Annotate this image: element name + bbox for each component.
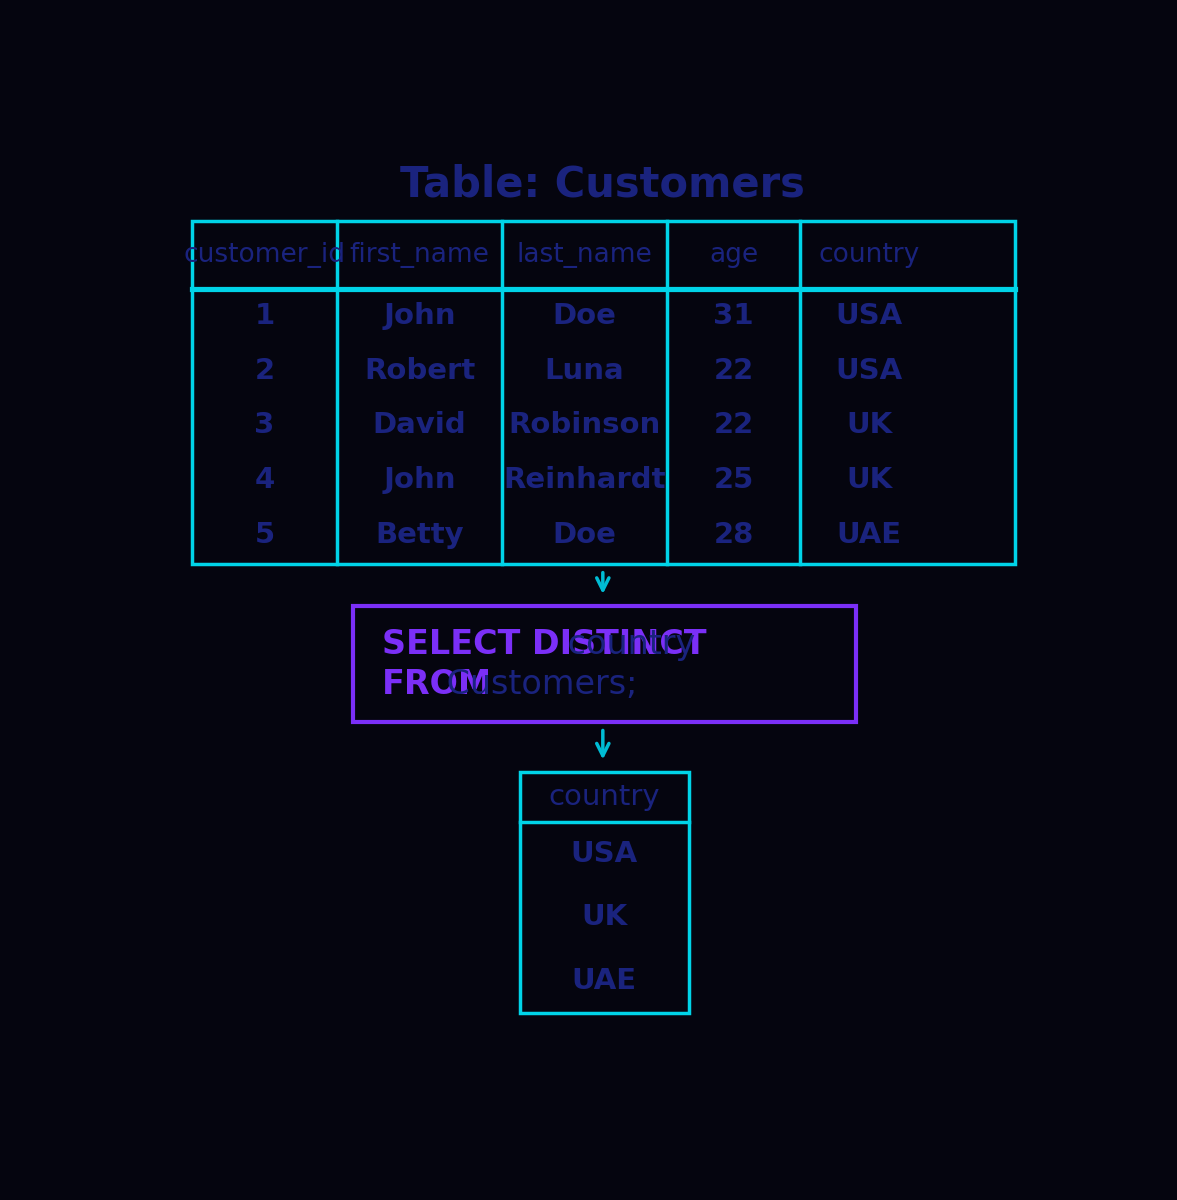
Text: Betty: Betty <box>375 521 464 548</box>
Text: age: age <box>710 242 758 268</box>
Bar <box>192 221 1015 564</box>
Text: 28: 28 <box>713 521 754 548</box>
Text: 5: 5 <box>254 521 274 548</box>
Text: Reinhardt: Reinhardt <box>504 466 666 494</box>
Text: 4: 4 <box>254 466 274 494</box>
Text: 1: 1 <box>254 302 274 330</box>
Text: Customers;: Customers; <box>437 668 638 701</box>
Text: 22: 22 <box>713 356 754 385</box>
Text: customer_id: customer_id <box>184 242 346 268</box>
Text: first_name: first_name <box>350 242 490 268</box>
Text: Doe: Doe <box>553 521 617 548</box>
Text: UAE: UAE <box>572 967 637 995</box>
Text: 22: 22 <box>713 412 754 439</box>
Text: last_name: last_name <box>517 242 652 268</box>
Text: 25: 25 <box>713 466 754 494</box>
Text: UAE: UAE <box>837 521 902 548</box>
Text: John: John <box>384 302 455 330</box>
Text: country: country <box>818 242 919 268</box>
Text: Luna: Luna <box>545 356 625 385</box>
Text: UK: UK <box>846 412 892 439</box>
Text: USA: USA <box>836 302 903 330</box>
Text: country: country <box>548 782 660 810</box>
Text: FROM: FROM <box>383 668 492 701</box>
Text: country: country <box>557 628 696 661</box>
Text: 3: 3 <box>254 412 274 439</box>
Bar <box>520 772 689 1013</box>
Text: 2: 2 <box>254 356 274 385</box>
Text: UK: UK <box>581 904 627 931</box>
Text: SELECT DISTINCT: SELECT DISTINCT <box>383 628 706 661</box>
Bar <box>352 606 856 721</box>
Text: 31: 31 <box>713 302 754 330</box>
Text: Robinson: Robinson <box>508 412 660 439</box>
Text: Table: Customers: Table: Customers <box>400 163 805 205</box>
Text: Doe: Doe <box>553 302 617 330</box>
Text: USA: USA <box>571 840 638 868</box>
Text: Robert: Robert <box>364 356 476 385</box>
Text: UK: UK <box>846 466 892 494</box>
Text: David: David <box>373 412 466 439</box>
Text: John: John <box>384 466 455 494</box>
Text: USA: USA <box>836 356 903 385</box>
